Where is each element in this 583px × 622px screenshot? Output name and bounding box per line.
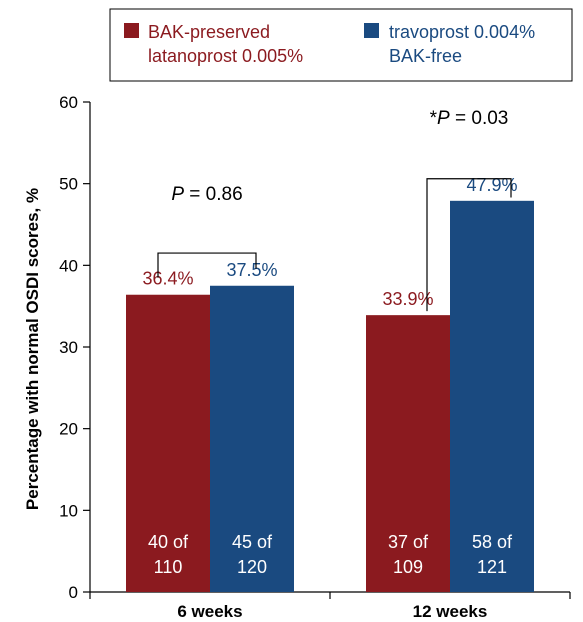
bar <box>450 200 534 593</box>
value-label: 37.5% <box>226 260 277 280</box>
count-label-line1: 40 of <box>148 532 189 552</box>
y-tick-label: 30 <box>59 338 78 357</box>
legend-label-series1-line1: BAK-preserved <box>148 22 270 42</box>
count-label-line1: 45 of <box>232 532 273 552</box>
significance-bracket <box>426 178 512 312</box>
significance-brackets: P = 0.86 *P = 0.03 <box>157 108 512 312</box>
value-label: 47.9% <box>466 175 517 195</box>
bar <box>126 294 210 592</box>
legend-box <box>109 8 573 82</box>
legend-swatch-series1 <box>124 23 139 38</box>
y-tick-label: 20 <box>59 420 78 439</box>
count-label-line2: 110 <box>154 557 183 577</box>
legend: BAK-preserved latanoprost 0.005% travopr… <box>109 8 573 82</box>
y-tick-label: 10 <box>59 501 78 520</box>
y-tick-label: 40 <box>59 256 78 275</box>
legend-label-series2-line2: BAK-free <box>389 46 462 66</box>
count-label-line1: 37 of <box>388 532 429 552</box>
value-label: 36.4% <box>142 269 193 289</box>
y-axis-title: Percentage with normal OSDI scores, % <box>23 188 42 510</box>
x-category-label: 6 weeks <box>177 602 242 621</box>
data-labels: 36.4% 40 of 110 37.5% 45 of 120 33.9% 37 of 109 4… <box>142 175 517 577</box>
bars <box>126 200 534 593</box>
legend-label-series1-line2: latanoprost 0.005% <box>148 46 303 66</box>
count-label-line2: 109 <box>393 557 423 577</box>
bar <box>210 285 294 592</box>
axes: 0 10 20 30 40 50 60 6 weeks 12 weeks <box>59 93 571 621</box>
bar <box>366 315 450 592</box>
count-label-line1: 58 of <box>472 532 513 552</box>
p-value-label: P = 0.86 <box>171 184 242 205</box>
value-label: 33.9% <box>382 289 433 309</box>
significance-bracket <box>157 252 257 278</box>
y-tick-label: 50 <box>59 175 78 194</box>
count-label-line2: 120 <box>237 557 267 577</box>
y-tick-label: 60 <box>59 93 78 112</box>
p-value-label: *P = 0.03 <box>430 108 509 129</box>
x-category-label: 12 weeks <box>413 602 488 621</box>
legend-label-series2-line1: travoprost 0.004% <box>389 22 535 42</box>
y-tick-label: 0 <box>69 583 78 602</box>
count-label-line2: 121 <box>477 557 507 577</box>
legend-swatch-series2 <box>364 23 379 38</box>
